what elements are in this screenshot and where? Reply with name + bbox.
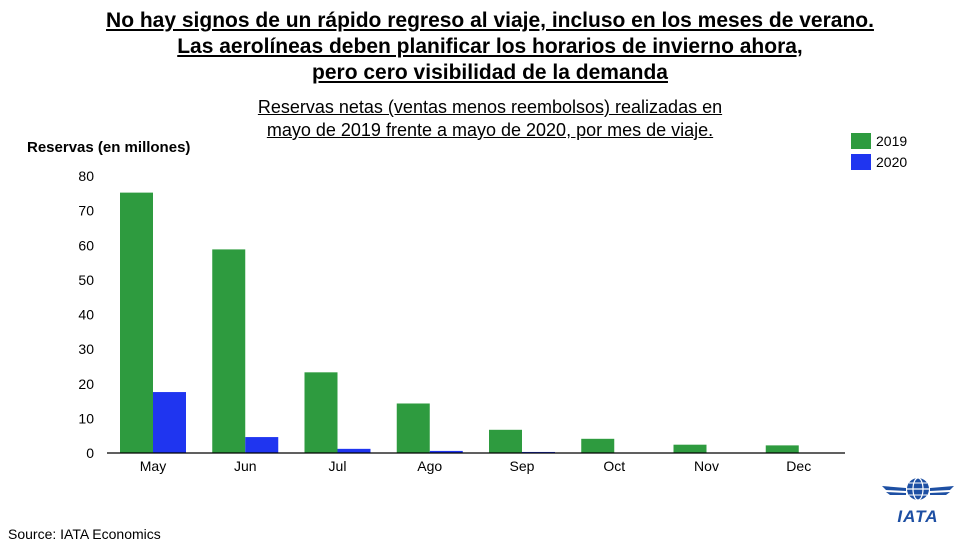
legend-swatch-2019 (851, 133, 871, 149)
bar-2019-may (120, 192, 153, 453)
y-tick-label: 70 (78, 203, 94, 219)
x-tick-label: Ago (417, 458, 442, 474)
y-tick-label: 40 (78, 307, 94, 323)
y-tick-label: 50 (78, 272, 94, 288)
x-tick-label: Oct (603, 458, 625, 474)
y-tick-label: 10 (78, 410, 94, 426)
bar-2019-ago (396, 403, 430, 453)
x-tick-label: May (140, 458, 166, 474)
title-line: Las aerolíneas deben planificar los hora… (177, 35, 803, 58)
title-line: No hay signos de un rápido regreso al vi… (106, 9, 874, 32)
subtitle-line: Reservas netas (ventas menos reembolsos)… (257, 97, 723, 117)
title-line: pero cero visibilidad de la demanda (312, 61, 668, 84)
y-tick-label: 60 (78, 237, 94, 253)
y-tick-label: 0 (86, 445, 94, 461)
x-tick-label: Jul (329, 458, 347, 474)
iata-logo: IATA (882, 477, 954, 526)
bar-2020-ago (429, 450, 463, 453)
bar-2019-jun (212, 249, 246, 453)
x-tick-label: Jun (234, 458, 257, 474)
subtitle-line: mayo de 2019 frente a mayo de 2020, por … (266, 120, 714, 140)
y-tick-label: 30 (78, 341, 94, 357)
bar-2019-dec (765, 445, 799, 453)
bar-2019-nov (673, 444, 707, 453)
y-tick-label: 80 (78, 168, 94, 184)
legend-swatch-2020 (851, 154, 871, 170)
source-note: Source: IATA Economics (8, 526, 161, 542)
x-tick-label: Nov (694, 458, 719, 474)
y-axis-title: Reservas (en millones) (27, 139, 190, 156)
chart-title: No hay signos de un rápido regreso al vi… (0, 8, 980, 86)
bar-2020-jul (337, 448, 371, 453)
x-tick-label: Dec (786, 458, 811, 474)
bar-2019-jul (304, 372, 338, 453)
y-tick-label: 20 (78, 376, 94, 392)
legend-label: 2019 (876, 133, 907, 149)
bar-2020-jun (245, 437, 279, 453)
legend-label: 2020 (876, 154, 907, 170)
bar-2020-may (153, 392, 186, 453)
logo-text: IATA (897, 507, 938, 526)
globe-icon (882, 477, 954, 501)
bar-2019-sep (489, 429, 522, 453)
chart-subtitle: Reservas netas (ventas menos reembolsos)… (210, 96, 770, 142)
bar-2019-oct (581, 438, 615, 453)
x-tick-label: Sep (510, 458, 535, 474)
